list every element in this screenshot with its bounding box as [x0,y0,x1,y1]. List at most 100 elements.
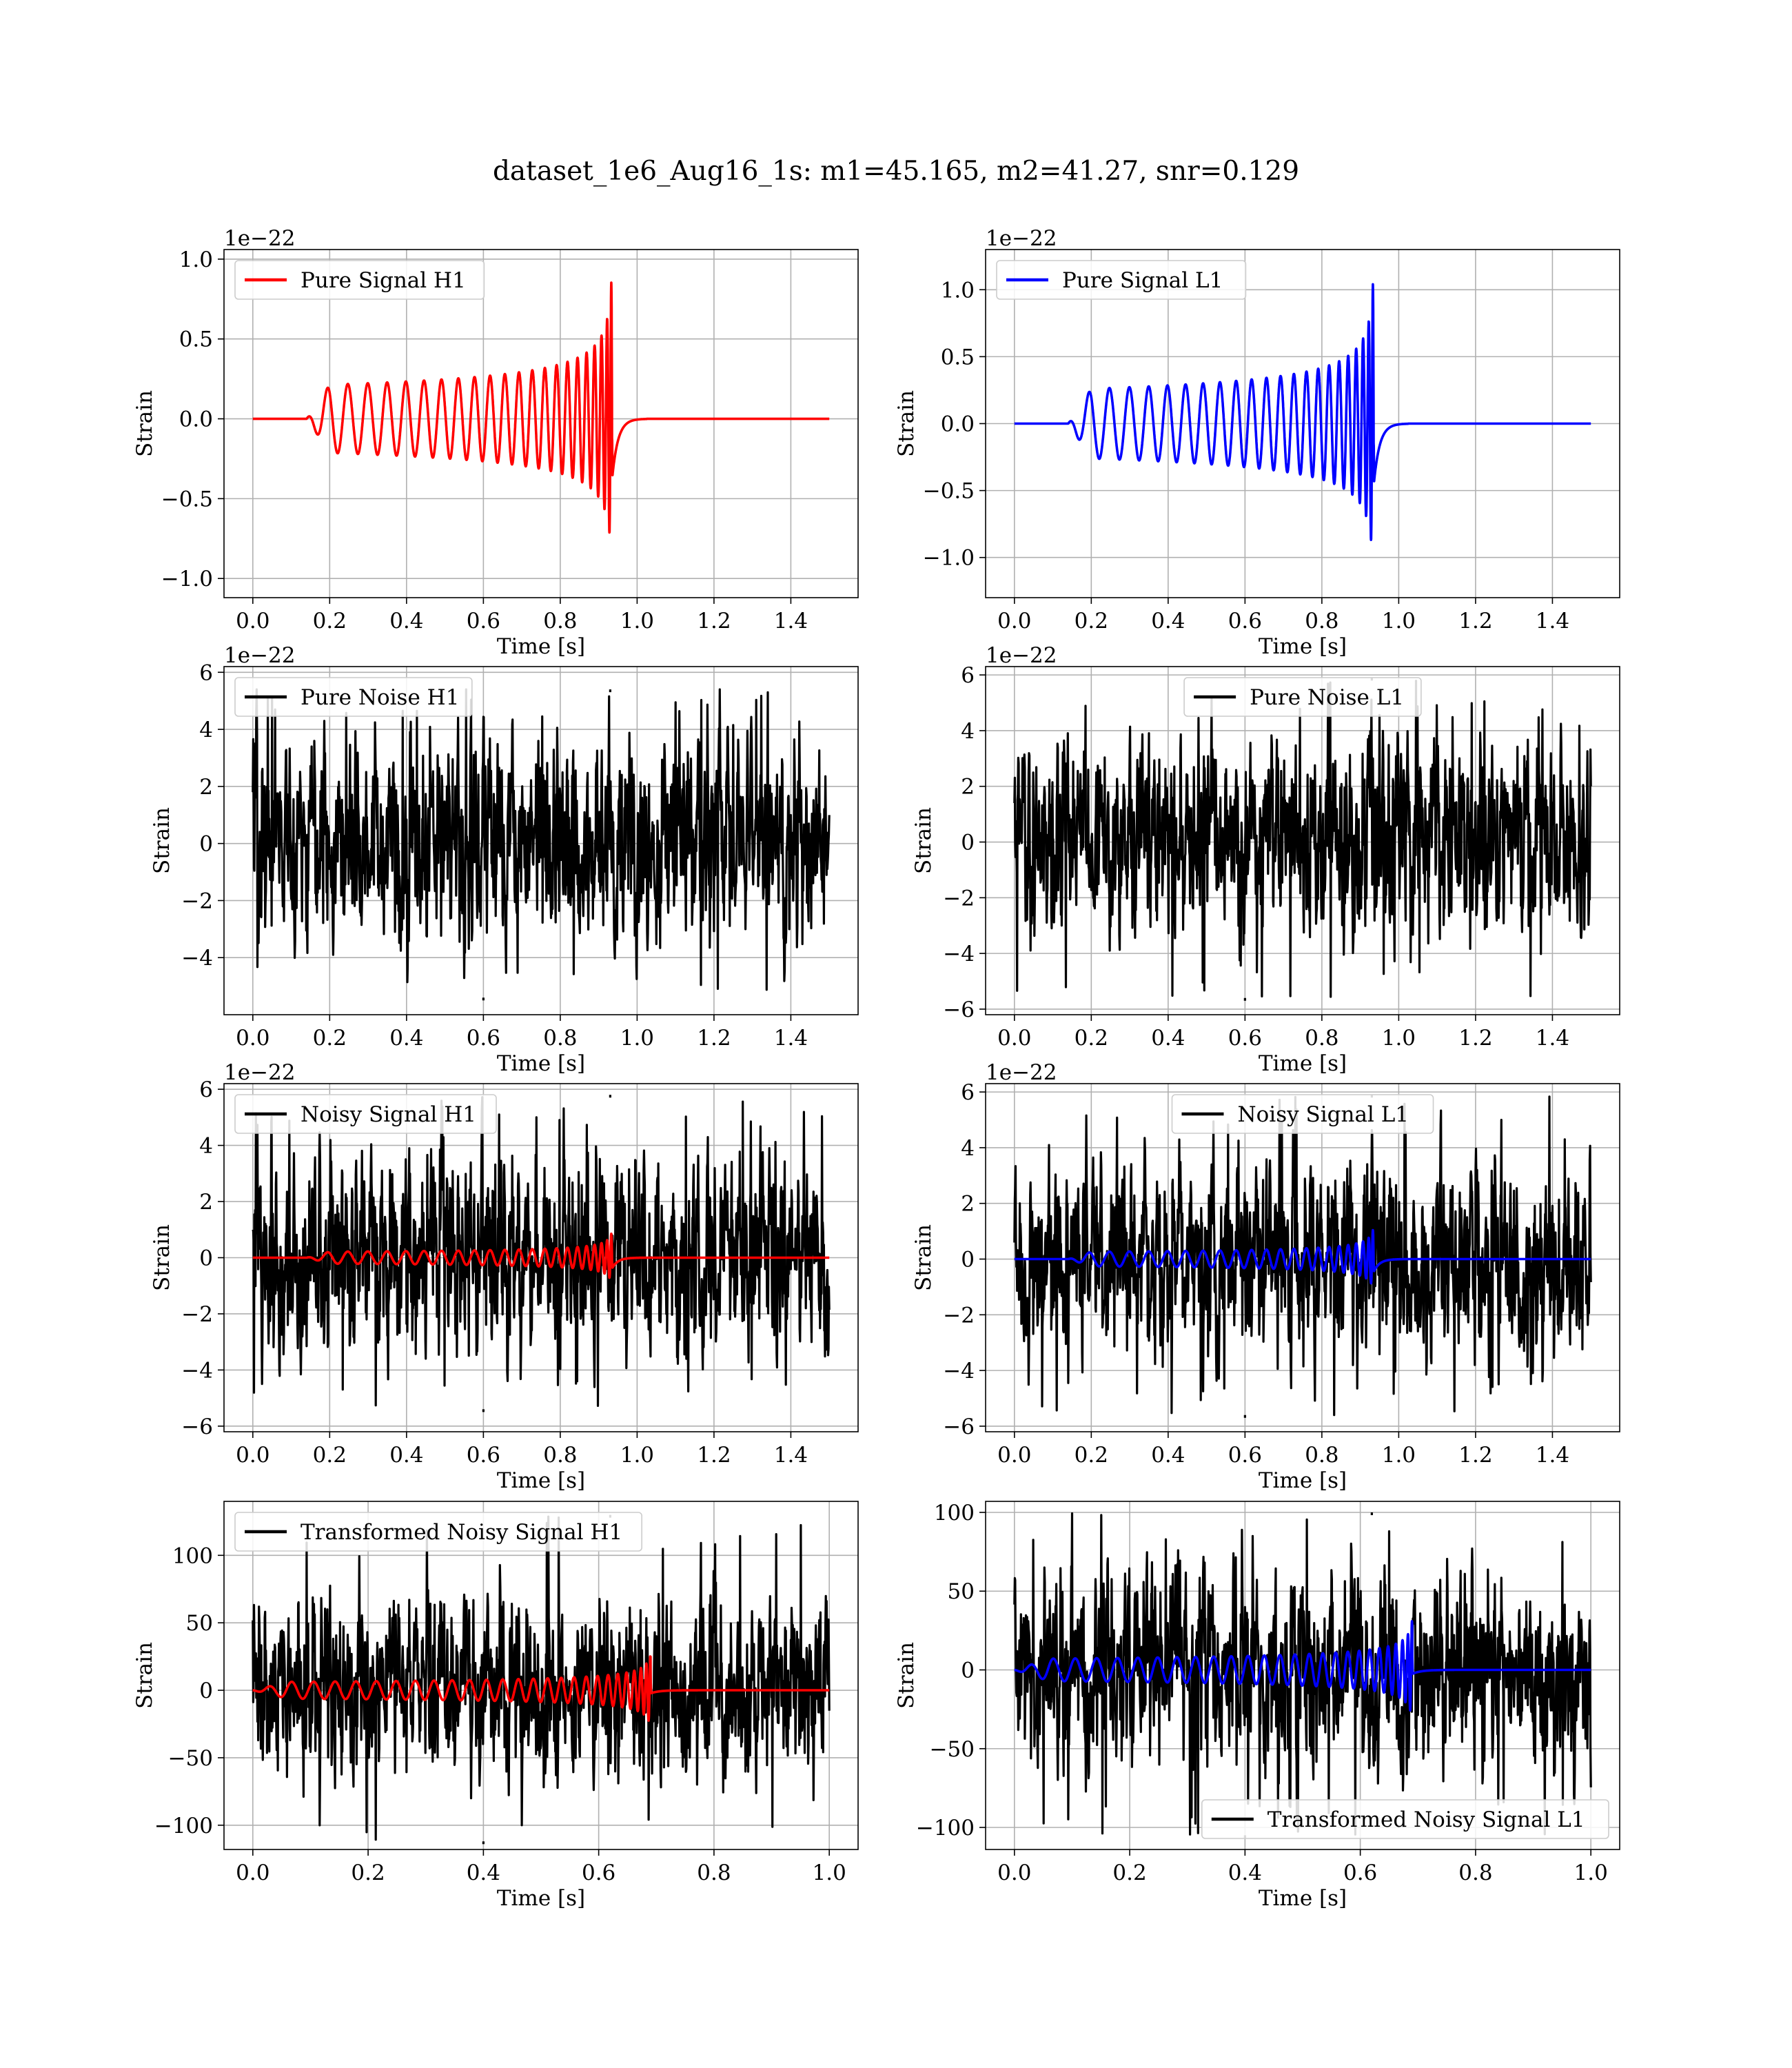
panel-pure-noise-h1: 0.0 0.2 0.4 0.6 0.8 1.0 1.2 1.4 −4 −2 0 2 4 6 Time [s]… [150,643,859,1076]
y-tick-label: −2 [181,1302,213,1327]
series-line-pure-noise-l1 [1013,678,1592,1001]
y-axis-label: Strain [911,1224,936,1291]
x-tick-label: 0.0 [236,609,269,633]
x-tick-label: 0.8 [543,609,577,633]
y-tick-label: −2 [943,886,975,911]
x-tick-label: 0.0 [236,1443,269,1468]
y-tick-label: 2 [199,1190,213,1215]
x-tick-label: 0.8 [543,1026,577,1051]
x-tick-label: 1.2 [1458,1443,1492,1468]
x-tick-label: 1.0 [1382,1026,1416,1051]
y-tick-label: 0 [961,1659,975,1683]
y-axis-label: Strain [894,1642,919,1709]
x-tick-label: 0.4 [1151,609,1185,633]
y-tick-label: 4 [199,718,213,742]
y-tick-label: 100 [934,1501,975,1525]
axes-frame [223,1501,859,1850]
legend: Pure Signal H1 [234,260,485,300]
x-tick-label: 1.0 [1574,1861,1608,1885]
legend-box [1201,1799,1609,1839]
y-tick-label: −1.0 [923,546,975,571]
y-tick-label: 4 [961,1136,975,1161]
x-tick-label: 0.6 [467,1026,500,1051]
axis-offset-text: 1e−22 [224,643,296,668]
panel-pure-signal-h1: 0.0 0.2 0.4 0.6 0.8 1.0 1.2 1.4 −1.0 −0.5 0.0 0.5 1.… [132,226,859,659]
x-tick-label: 1.0 [1382,1443,1416,1468]
x-axis-label: Time [s] [1259,1051,1347,1076]
x-tick-label: 0.4 [1228,1861,1262,1885]
axes-frame [985,1501,1620,1850]
legend-box [234,677,473,717]
y-tick-label: −100 [916,1816,975,1841]
legend-box [1183,677,1422,717]
x-tick-label: 0.6 [467,1443,500,1468]
legend-box [234,1094,497,1134]
legend-label: Pure Noise H1 [301,685,459,710]
y-tick-label: −0.5 [161,487,213,511]
x-tick-label: 0.6 [1343,1861,1377,1885]
x-tick-label: 0.6 [1228,1443,1262,1468]
legend-box [996,260,1247,300]
y-axis-label: Strain [894,390,919,457]
y-tick-label: 100 [172,1543,213,1568]
x-tick-label: 1.4 [1536,1026,1569,1051]
x-tick-label: 0.2 [1075,1026,1108,1051]
y-tick-label: −6 [181,1415,213,1439]
x-tick-label: 1.4 [1536,609,1569,633]
axis-offset-text: 1e−22 [986,1060,1057,1085]
y-tick-label: 0 [199,832,213,857]
legend-box [1171,1094,1434,1134]
x-tick-label: 0.0 [236,1861,269,1885]
y-tick-label: 6 [199,660,213,685]
legend: Pure Noise L1 [1183,677,1422,717]
x-tick-label: 1.2 [697,1443,731,1468]
y-tick-label: 0.5 [941,345,975,369]
y-tick-label: 2 [199,775,213,800]
y-tick-label: −100 [154,1814,213,1838]
y-tick-label: −4 [943,1359,975,1383]
x-tick-label: 0.2 [313,609,347,633]
y-tick-label: −50 [930,1737,975,1762]
panel-noisy-signal-l1: 0.0 0.2 0.4 0.6 0.8 1.0 1.2 1.4 −6 −4 −2 0 2 4 6 Time [… [911,1060,1620,1493]
y-tick-label: −0.5 [923,479,975,504]
y-tick-label: 6 [199,1077,213,1102]
series-line-pure-noise-h1 [252,688,831,1001]
x-tick-label: 0.2 [1075,609,1108,633]
y-tick-label: 1.0 [179,247,213,272]
panel-pure-signal-l1: 0.0 0.2 0.4 0.6 0.8 1.0 1.2 1.4 −1.0 −0.5 0.0 0.5 1.… [894,226,1620,659]
x-tick-label: 0.8 [1305,609,1338,633]
series-line-pure-signal-l1 [1013,283,1592,541]
legend-label: Pure Signal L1 [1062,268,1223,293]
legend: Noisy Signal H1 [234,1094,497,1134]
x-tick-label: 1.4 [1536,1443,1569,1468]
x-axis-label: Time [s] [1259,1468,1347,1493]
x-tick-label: 0.8 [1458,1861,1492,1885]
y-tick-label: 6 [961,1080,975,1105]
y-tick-label: −50 [168,1746,213,1771]
x-tick-label: 0.4 [467,1861,500,1885]
y-tick-label: −1.0 [161,567,213,591]
y-tick-label: 4 [961,719,975,744]
y-axis-label: Strain [911,807,936,874]
panel-noisy-signal-h1: 0.0 0.2 0.4 0.6 0.8 1.0 1.2 1.4 −6 −4 −2 0 2 4 6 Time [… [150,1060,859,1493]
axis-offset-text: 1e−22 [224,226,296,251]
y-tick-label: 0.5 [179,327,213,352]
y-tick-label: 0 [199,1246,213,1271]
legend: Pure Signal L1 [996,260,1247,300]
x-axis-label: Time [s] [497,634,585,659]
y-tick-label: −4 [181,1358,213,1383]
legend-box [234,1512,643,1552]
panel-transformed-noisy-signal-h1: 0.0 0.2 0.4 0.6 0.8 1.0 −100 −50 0 50 100 Time [s] S… [132,1501,859,1911]
x-tick-label: 0.8 [697,1861,731,1885]
axes-frame [223,249,859,598]
legend: Noisy Signal L1 [1171,1094,1434,1134]
x-tick-label: 1.0 [620,609,654,633]
axes-frame [985,666,1620,1015]
y-tick-label: 4 [199,1134,213,1159]
panel-transformed-noisy-signal-l1: 0.0 0.2 0.4 0.6 0.8 1.0 −100 −50 0 50 100 Time [s] S… [894,1501,1620,1911]
legend-label: Transformed Noisy Signal H1 [301,1520,622,1545]
x-tick-label: 1.4 [774,609,808,633]
legend-label: Noisy Signal L1 [1238,1102,1409,1127]
y-tick-label: 2 [961,1192,975,1217]
